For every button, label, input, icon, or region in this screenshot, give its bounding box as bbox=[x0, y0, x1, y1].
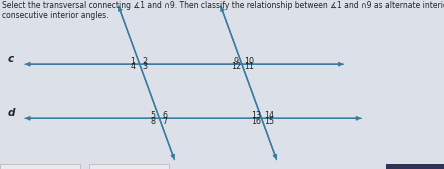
Text: 14: 14 bbox=[264, 111, 274, 120]
Text: b: b bbox=[214, 0, 221, 2]
Text: 15: 15 bbox=[264, 117, 274, 126]
Text: 11: 11 bbox=[245, 63, 255, 71]
FancyBboxPatch shape bbox=[386, 164, 444, 169]
Text: 5: 5 bbox=[150, 111, 155, 120]
Text: 2: 2 bbox=[143, 57, 148, 66]
Text: 8: 8 bbox=[150, 117, 155, 126]
Text: 9: 9 bbox=[234, 57, 239, 66]
Text: 4: 4 bbox=[131, 63, 135, 71]
Text: c: c bbox=[8, 54, 14, 64]
Text: 3: 3 bbox=[143, 63, 148, 71]
FancyBboxPatch shape bbox=[0, 164, 80, 169]
Text: 10: 10 bbox=[245, 57, 255, 66]
Text: a: a bbox=[112, 0, 119, 2]
Text: 13: 13 bbox=[251, 111, 261, 120]
Text: 6: 6 bbox=[163, 111, 167, 120]
Text: 1: 1 bbox=[131, 57, 135, 66]
Text: consecutive interior angles.: consecutive interior angles. bbox=[2, 11, 109, 20]
Text: Select the transversal connecting ∡1 and ∩9. Then classify the relationship betw: Select the transversal connecting ∡1 and… bbox=[2, 1, 444, 10]
FancyBboxPatch shape bbox=[89, 164, 169, 169]
Text: d: d bbox=[8, 108, 15, 118]
Text: 12: 12 bbox=[231, 63, 242, 71]
Text: 7: 7 bbox=[163, 117, 167, 126]
Text: 16: 16 bbox=[251, 117, 261, 126]
